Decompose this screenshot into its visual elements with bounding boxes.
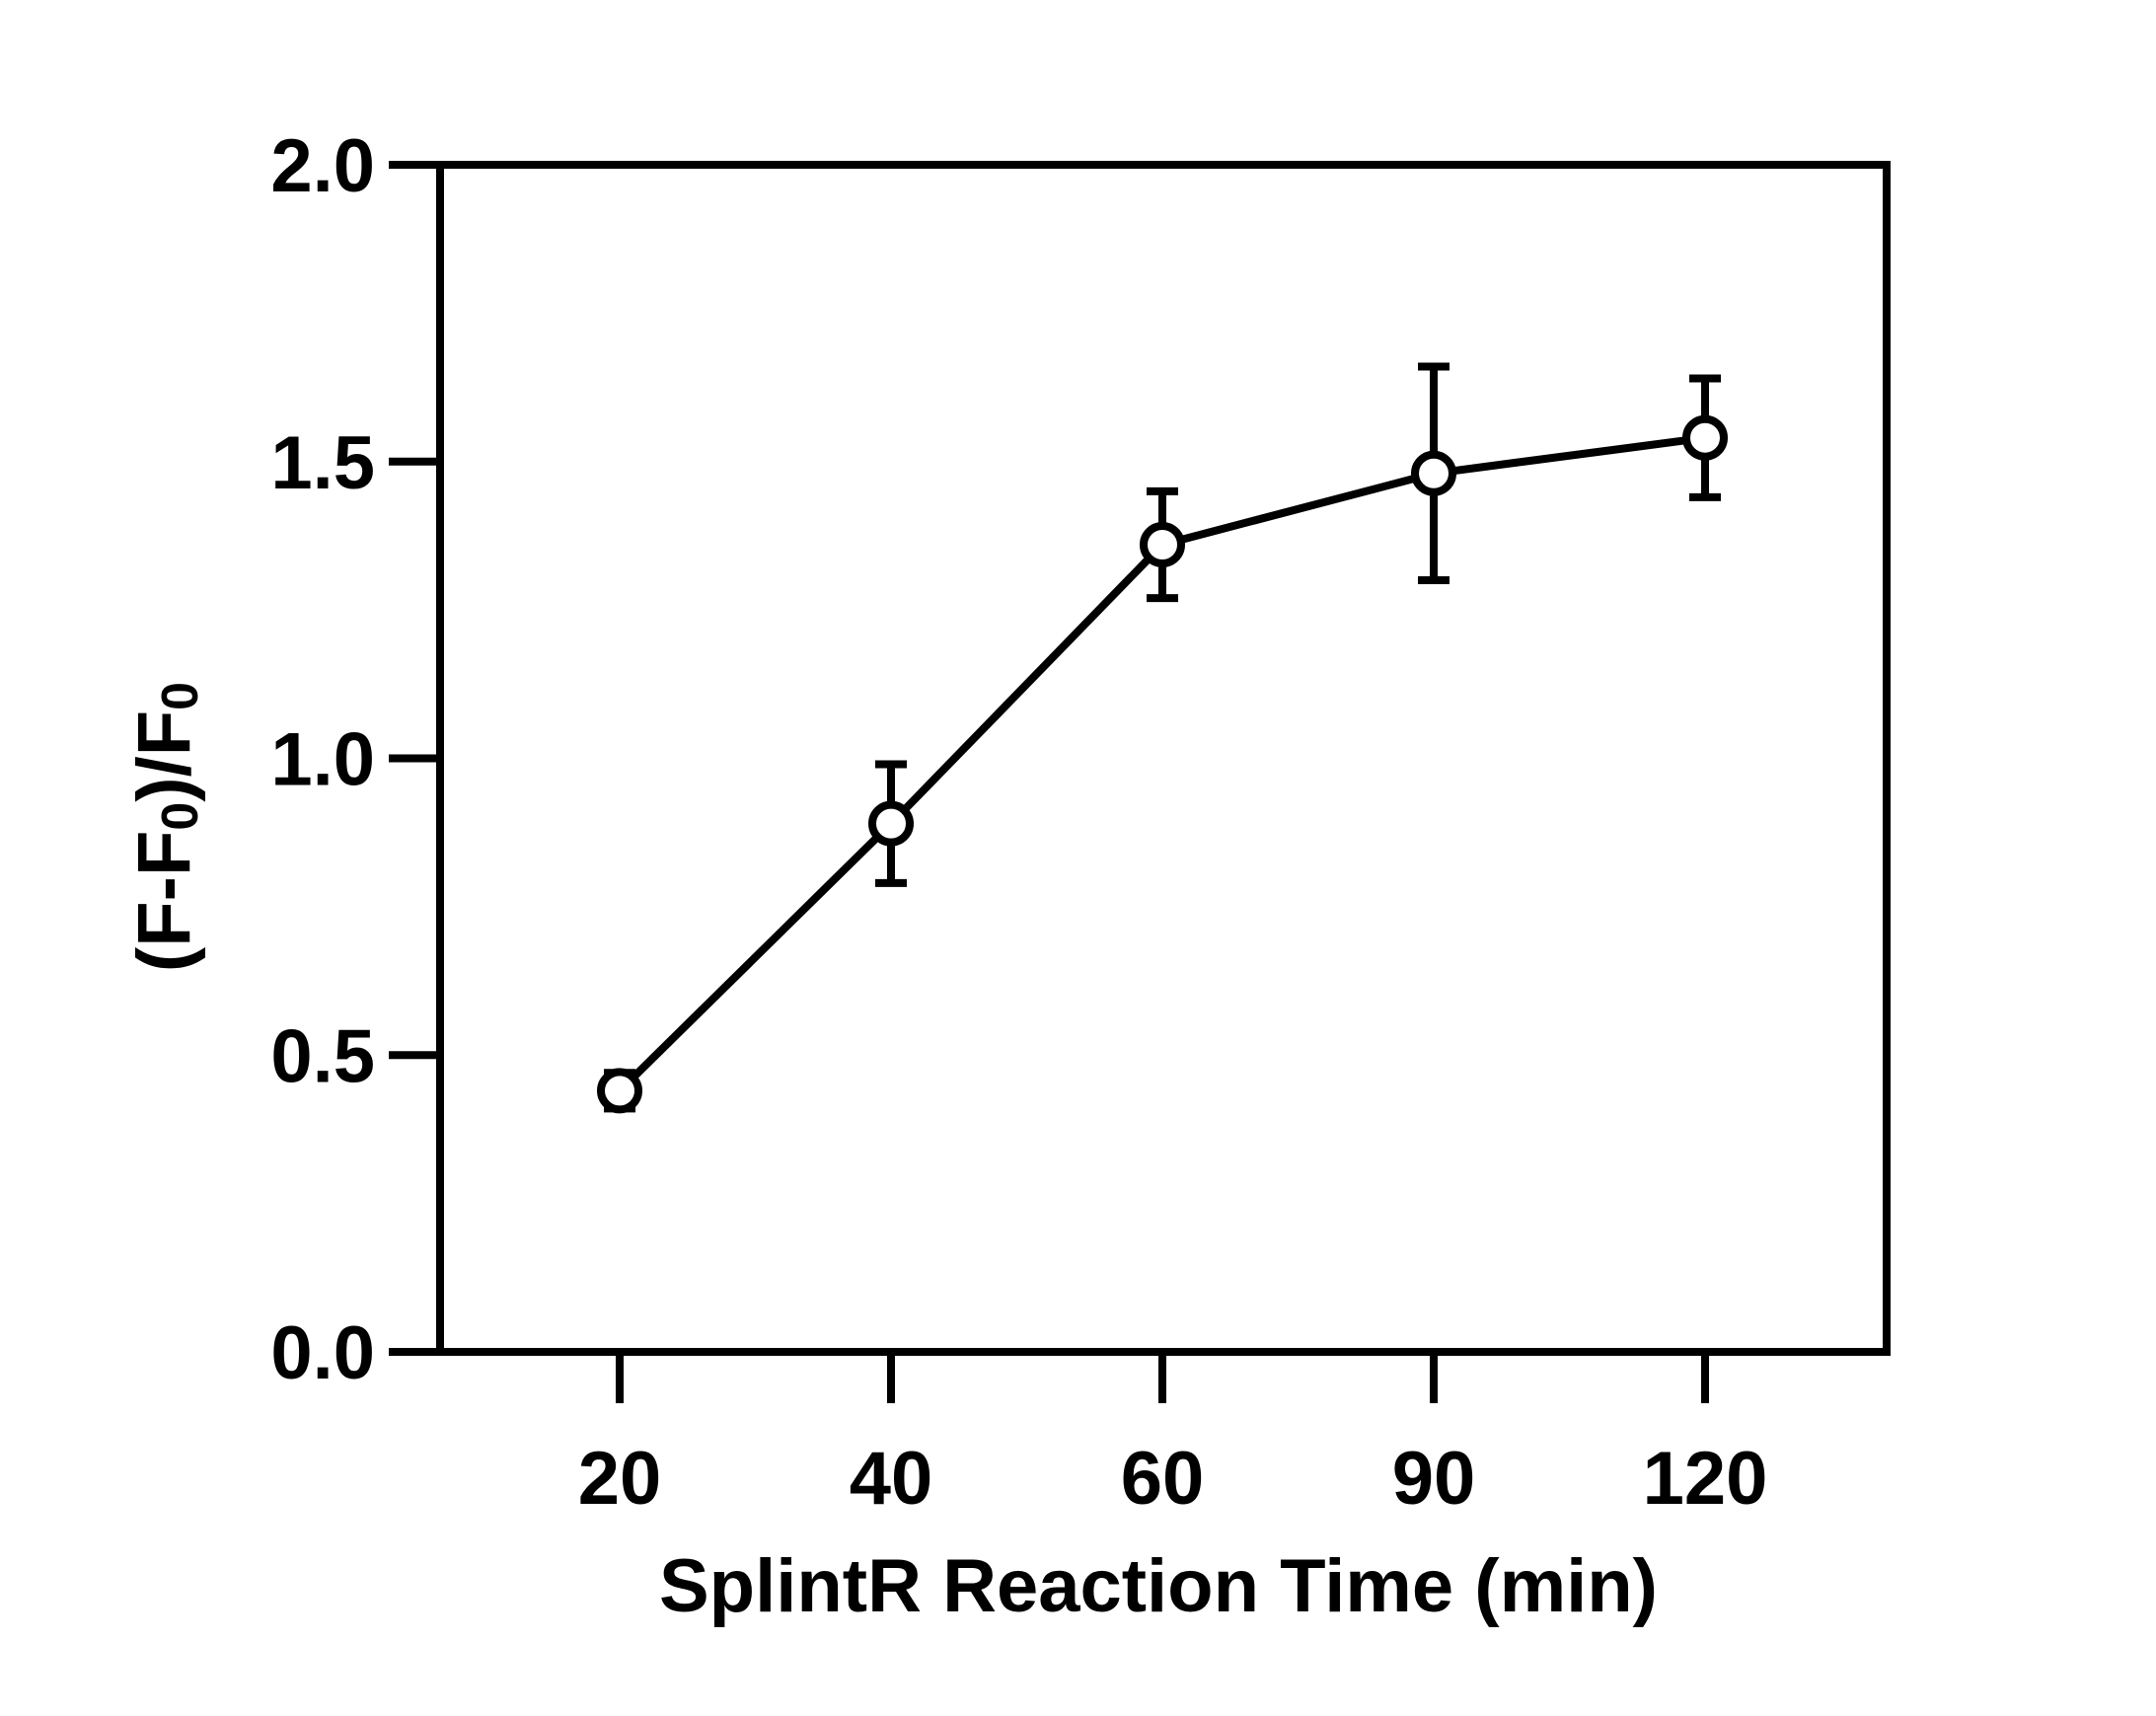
y-axis-title-part: (F-F <box>122 831 206 972</box>
y-tick-label-0.0: 0.0 <box>270 1311 375 1395</box>
y-tick-label-0.5: 0.5 <box>270 1014 375 1098</box>
data-point-60 <box>1140 521 1185 567</box>
data-point-20 <box>597 1068 642 1114</box>
y-axis-title-subscript: 0 <box>152 802 209 831</box>
x-tick-label-20: 20 <box>578 1437 662 1521</box>
x-axis-title: SplintR Reaction Time (min) <box>659 1544 1658 1628</box>
series-group <box>597 362 1728 1114</box>
data-point-40 <box>868 800 914 847</box>
x-axis-ticks: 20 40 60 90 120 <box>578 1352 1768 1521</box>
y-tick-label-1.0: 1.0 <box>270 718 375 802</box>
y-axis-title-subscript: 0 <box>152 682 209 710</box>
plot-frame <box>436 161 1891 1356</box>
data-point-90 <box>1411 450 1456 496</box>
y-tick-label-1.5: 1.5 <box>270 421 375 505</box>
plot-frame-group <box>436 161 1891 1356</box>
x-tick-label-90: 90 <box>1392 1437 1476 1521</box>
y-axis-title: (F-F0)/F0 <box>122 682 209 972</box>
y-tick-label-2.0: 2.0 <box>270 124 375 208</box>
y-axis-title-part: )/F <box>122 710 206 802</box>
x-tick-label-60: 60 <box>1121 1437 1205 1521</box>
data-point-120 <box>1682 414 1728 461</box>
x-tick-label-120: 120 <box>1643 1437 1768 1521</box>
x-tick-label-40: 40 <box>850 1437 933 1521</box>
y-axis-ticks: 0.0 0.5 1.0 1.5 2.0 <box>270 124 440 1395</box>
